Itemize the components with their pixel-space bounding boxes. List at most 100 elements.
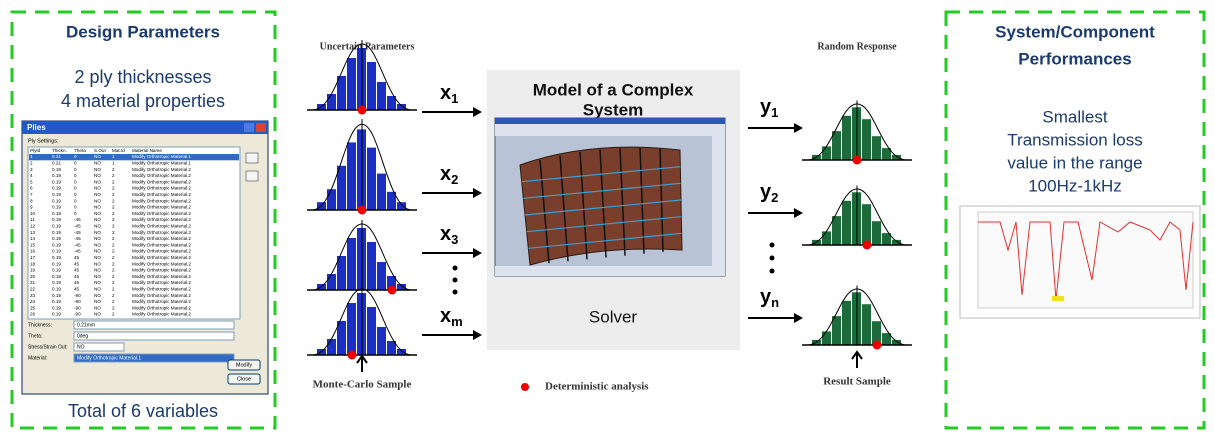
histogram-bar	[367, 242, 376, 290]
table-cell: 0.19	[52, 236, 61, 241]
table-cell: 19	[30, 268, 36, 273]
table-cell: Modify Orthotropic Material.2	[132, 293, 191, 298]
table-cell: NO	[94, 242, 101, 247]
field-value: 0.21mm	[77, 322, 95, 328]
table-cell: 0.19	[52, 186, 61, 191]
table-cell: NO	[94, 274, 101, 279]
table-cell: NO	[94, 299, 101, 304]
table-cell: 0.19	[52, 255, 61, 260]
table-cell: NO	[94, 293, 101, 298]
table-cell: NO	[94, 287, 101, 292]
table-cell: -45	[74, 224, 81, 229]
table-cell: 2	[112, 261, 115, 266]
histogram-bar	[347, 142, 356, 210]
table-cell: 20	[30, 274, 36, 279]
variable-label: x2	[440, 163, 458, 187]
table-cell: 45	[74, 268, 80, 273]
table-cell: 1	[112, 154, 115, 159]
histogram-bar	[337, 166, 346, 210]
table-cell: Modify Orthotropic Material.2	[132, 274, 191, 279]
left-title: Design Parameters	[66, 22, 220, 41]
table-cell: 1	[112, 161, 115, 166]
variable-symbol: x	[440, 223, 451, 245]
table-cell: 2	[112, 224, 115, 229]
table-cell: 2	[112, 179, 115, 184]
table-header: Theta	[74, 148, 86, 153]
model-title: System	[583, 100, 643, 119]
table-cell: 0.21	[52, 161, 61, 166]
table-cell: 2	[112, 312, 115, 317]
table-cell: 2	[30, 161, 33, 166]
table-cell: Modify Orthotropic Material.2	[132, 186, 191, 191]
table-header: Thickn.	[52, 148, 67, 153]
flow-arrow-head	[794, 208, 803, 218]
table-cell: 17	[30, 255, 36, 260]
output-caption: Result Sample	[823, 376, 891, 388]
table-cell: 2	[112, 236, 115, 241]
table-cell: 2	[112, 249, 115, 254]
histogram-bar	[822, 331, 831, 345]
table-cell: 1	[30, 154, 33, 159]
histogram-bar	[327, 274, 336, 290]
table-cell: Modify Orthotropic Material.2	[132, 255, 191, 260]
table-cell: NO	[94, 192, 101, 197]
table-cell: 45	[74, 274, 80, 279]
table-cell: NO	[94, 224, 101, 229]
table-cell: NO	[94, 312, 101, 317]
input-caption: Monte-Carlo Sample	[313, 379, 412, 391]
caption-arrow	[357, 356, 367, 372]
table-cell: 22	[30, 287, 36, 292]
table-cell: 45	[74, 280, 80, 285]
table-cell: NO	[94, 205, 101, 210]
right-title: System/Component	[995, 22, 1155, 41]
histogram-bar	[397, 284, 406, 290]
table-cell: 26	[30, 312, 36, 317]
table-cell: 0.19	[52, 287, 61, 292]
table-cell: 10	[30, 211, 36, 216]
table-cell: NO	[94, 167, 101, 172]
histogram-bar	[317, 202, 326, 210]
table-cell: -45	[74, 236, 81, 241]
table-cell: 0.19	[52, 211, 61, 216]
table-cell: Modify Orthotropic Material.2	[132, 198, 191, 203]
table-cell: NO	[94, 198, 101, 203]
table-cell: 15	[30, 242, 36, 247]
table-cell: NO	[94, 305, 101, 310]
table-cell: Modify Orthotropic Material.2	[132, 305, 191, 310]
field-value: Modify Orthotropic Material.1	[77, 355, 141, 361]
ellipsis-dot	[453, 290, 458, 295]
solver-label: Solver	[589, 307, 638, 326]
table-cell: 2	[112, 173, 115, 178]
table-cell: 45	[74, 261, 80, 266]
table-cell: Modify Orthotropic Material.2	[132, 211, 191, 216]
table-cell: 2	[112, 274, 115, 279]
table-cell: 2	[112, 230, 115, 235]
ellipsis-dot	[770, 256, 775, 261]
table-cell: 5	[30, 179, 33, 184]
table-cell: Modify Orthotropic Material.2	[132, 261, 191, 266]
table-cell: 0.19	[52, 230, 61, 235]
table-cell: 2	[112, 198, 115, 203]
table-cell: 2	[112, 205, 115, 210]
table-cell: NO	[94, 255, 101, 260]
table-cell: 2	[112, 255, 115, 260]
sample-dot	[388, 286, 397, 295]
left-footer: Total of 6 variables	[68, 401, 218, 421]
table-cell: NO	[94, 161, 101, 166]
table-cell: 25	[30, 305, 36, 310]
table-cell: 0.19	[52, 293, 61, 298]
table-cell: 9	[30, 205, 33, 210]
variable-label: xm	[440, 305, 463, 329]
dialog-button-label: Close	[237, 376, 251, 382]
histogram-bar	[872, 136, 881, 160]
right-line: 100Hz-1kHz	[1028, 176, 1122, 195]
histogram-bar	[862, 304, 871, 345]
dialog-close	[256, 123, 266, 132]
table-button	[246, 171, 258, 181]
table-cell: 0.19	[52, 274, 61, 279]
histogram-bar	[367, 62, 376, 110]
ellipsis-dot	[770, 243, 775, 248]
right-line: Transmission loss	[1007, 130, 1142, 149]
table-cell: Modify Orthotropic Material.2	[132, 268, 191, 273]
table-cell: 6	[30, 186, 33, 191]
